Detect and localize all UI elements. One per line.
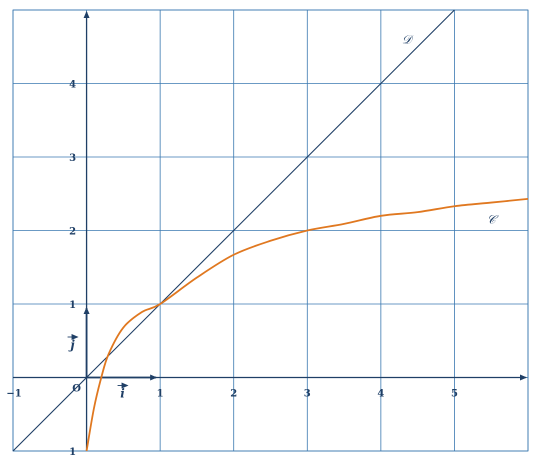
unit-vector-j-label: j bbox=[68, 338, 75, 352]
labels-group: −1 1 2 3 4 5 1 1 2 3 4 O i j 𝒟 𝒞 bbox=[6, 32, 499, 458]
series-label-c: 𝒞 bbox=[487, 212, 499, 226]
series-label-d: 𝒟 bbox=[402, 32, 414, 46]
y-tick-label: 1 bbox=[69, 300, 76, 311]
x-tick-label: −1 bbox=[6, 389, 21, 400]
x-tick-label: 1 bbox=[157, 389, 164, 400]
series-group bbox=[12, 9, 529, 452]
origin-label: O bbox=[72, 384, 81, 395]
series-curve-c bbox=[85, 198, 529, 452]
x-tick-label: 3 bbox=[304, 389, 311, 400]
plot-frame bbox=[12, 9, 529, 452]
x-tick-label: 5 bbox=[451, 389, 458, 400]
x-tick-label: 4 bbox=[377, 389, 384, 400]
x-tick-label: 2 bbox=[230, 389, 237, 400]
y-tick-label: 4 bbox=[69, 80, 76, 91]
y-tick-label: 3 bbox=[69, 153, 76, 164]
unit-vector-i-label: i bbox=[120, 387, 125, 401]
grid bbox=[12, 9, 529, 452]
y-tick-label: 2 bbox=[69, 227, 76, 238]
axes bbox=[13, 11, 527, 451]
series-line-d bbox=[12, 9, 455, 452]
y-tick-label: 1 bbox=[69, 447, 76, 458]
